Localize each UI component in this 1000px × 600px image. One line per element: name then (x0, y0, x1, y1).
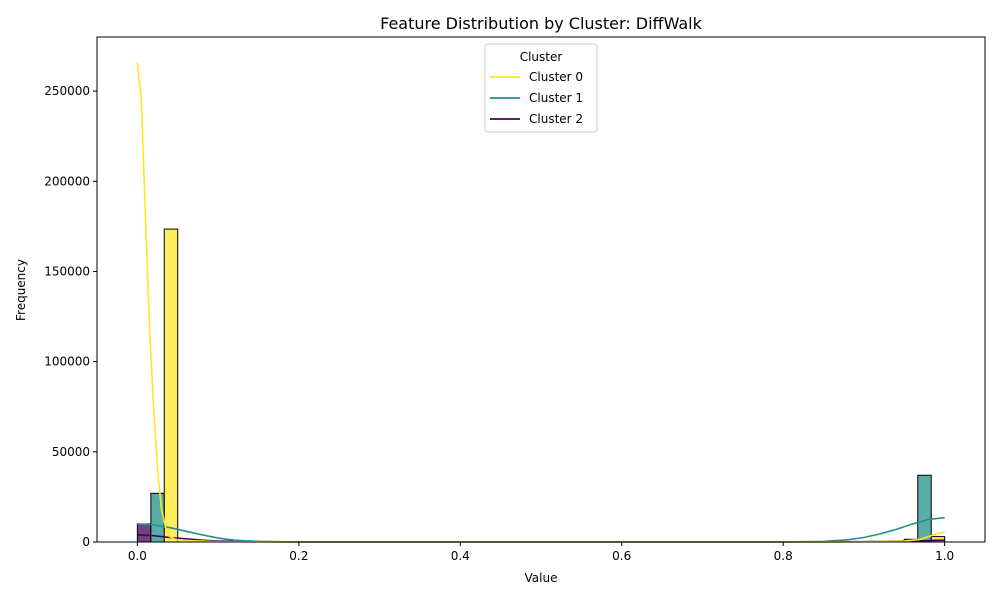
y-tick-label-4: 200000 (44, 174, 90, 188)
x-axis-label: Value (525, 571, 558, 585)
kde-line-cluster-0 (136, 62, 945, 543)
bar-cluster-0-0 (163, 228, 179, 543)
kde-line-cluster-1 (137, 516, 945, 543)
legend-label-2: Cluster 2 (529, 112, 583, 126)
bar-cluster-1-1 (917, 474, 932, 543)
legend: Cluster Cluster 0 Cluster 1 Cluster 2 (484, 43, 598, 133)
legend-label-0: Cluster 0 (529, 70, 583, 84)
legend-items: Cluster 0 Cluster 1 Cluster 2 (490, 70, 583, 126)
plot-frame (96, 36, 986, 543)
x-tick-label-3: 0.6 (612, 549, 631, 563)
y-tick-label-3: 150000 (44, 264, 90, 278)
plot-area: 0.0 0.2 0.4 0.6 0.8 1.0 0 50000 100000 150000 2000… (44, 36, 986, 563)
chart-title: Feature Distribution by Cluster: DiffWal… (380, 14, 703, 33)
x-tick-label-2: 0.4 (451, 549, 470, 563)
bar-cluster-2-0 (136, 523, 152, 543)
x-tick-label-1: 0.2 (289, 549, 308, 563)
x-tick-label-4: 0.8 (774, 549, 793, 563)
legend-title: Cluster (520, 50, 563, 64)
y-tick-label-5: 250000 (44, 84, 90, 98)
x-tick-label-5: 1.0 (935, 549, 954, 563)
legend-label-1: Cluster 1 (529, 91, 583, 105)
legend-frame (484, 43, 598, 133)
y-tick-label-2: 100000 (44, 355, 90, 369)
y-tick-label-1: 50000 (52, 445, 90, 459)
bar-cluster-1-0 (150, 492, 165, 543)
y-axis-label: Frequency (14, 259, 28, 321)
x-tick-label-0: 0.0 (128, 549, 147, 563)
y-tick-label-0: 0 (82, 535, 90, 549)
